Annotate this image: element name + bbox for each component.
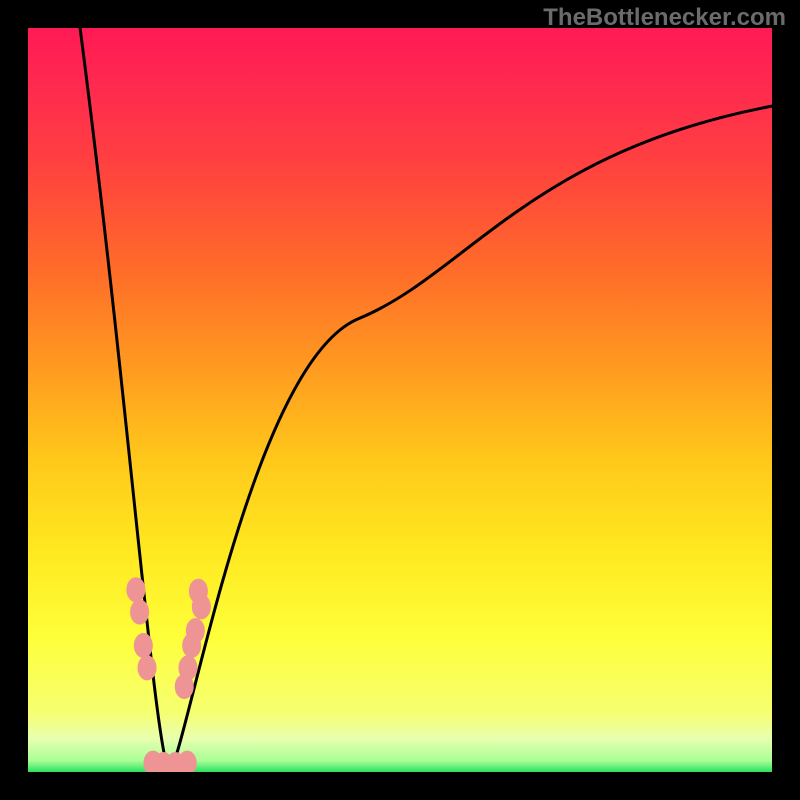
data-marker: [138, 656, 156, 680]
data-marker: [178, 751, 196, 772]
data-marker: [134, 634, 152, 658]
chart-container: TheBottlenecker.com: [0, 0, 800, 800]
data-marker: [192, 595, 210, 619]
data-marker: [127, 578, 145, 602]
data-marker: [175, 674, 193, 698]
data-marker: [183, 634, 201, 658]
plot-area: [28, 28, 772, 772]
data-marker: [131, 600, 149, 624]
curve-overlay: [28, 28, 772, 772]
